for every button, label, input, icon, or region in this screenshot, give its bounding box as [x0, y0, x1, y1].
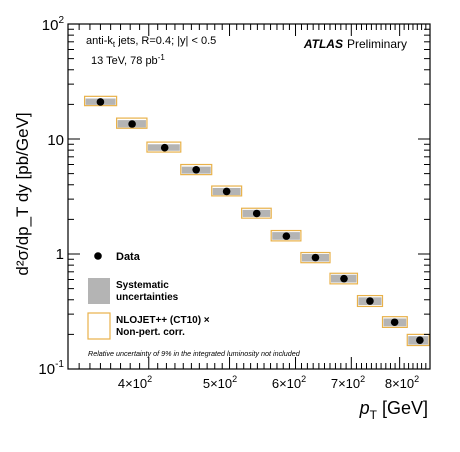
y-tick-label-1: 1: [56, 246, 64, 263]
legend-syst-label-1: Systematic: [116, 280, 169, 291]
data-point-9: [366, 297, 374, 305]
data-point-0: [96, 98, 105, 106]
x-axis-title: pT [GeV]: [359, 398, 428, 422]
x-tick-label-700: 7×102: [331, 374, 365, 391]
legend-data-label: Data: [116, 251, 141, 263]
y-axis-title: d²σ/dp_T dy [pb/GeV]: [13, 112, 32, 275]
data-point-2: [160, 143, 169, 152]
data-point-3: [192, 165, 200, 174]
lumi-label: 13 TeV, 78 pb-1: [91, 53, 165, 67]
data-point-8: [340, 274, 348, 283]
legend-theory-label-2: Non-pert. corr.: [116, 327, 185, 338]
axis-ticks: [68, 24, 430, 370]
legend-syst-swatch: [88, 278, 110, 304]
x-tick-label-800: 8×102: [385, 374, 419, 391]
data-point-10: [390, 318, 399, 327]
y-tick-label-100: 102: [42, 15, 65, 34]
systematic-bands: [85, 98, 429, 345]
theory-bands: [83, 95, 430, 347]
legend-theory-swatch: [87, 312, 111, 340]
y-tick-label-10: 10: [47, 132, 64, 149]
data-points: [96, 98, 424, 345]
x-tick-label-600: 6×102: [272, 374, 306, 391]
x-tick-label-400: 4×102: [118, 374, 152, 391]
data-point-7: [311, 253, 320, 262]
luminosity-footnote: Relative uncertainty of 9% in the integr…: [88, 349, 301, 358]
legend: Data Systematic uncertainties NLOJET++ (…: [87, 251, 210, 340]
legend-syst-label-2: uncertainties: [116, 292, 179, 303]
data-point-11: [416, 336, 424, 345]
selection-label: anti-kt jets, R=0.4; |y| < 0.5: [86, 35, 216, 49]
data-point-5: [252, 209, 261, 218]
data-point-6: [282, 232, 291, 240]
data-point-1: [128, 120, 136, 128]
legend-data-marker: [94, 252, 102, 260]
plot-frame: [67, 23, 431, 370]
atlas-label: ATLAS Preliminary: [303, 37, 407, 51]
data-point-4: [222, 187, 231, 196]
y-tick-label-0.1: 10-1: [38, 359, 64, 378]
legend-theory-label-1: NLOJET++ (CT10) ×: [116, 315, 210, 326]
x-tick-label-500: 5×102: [203, 374, 237, 391]
